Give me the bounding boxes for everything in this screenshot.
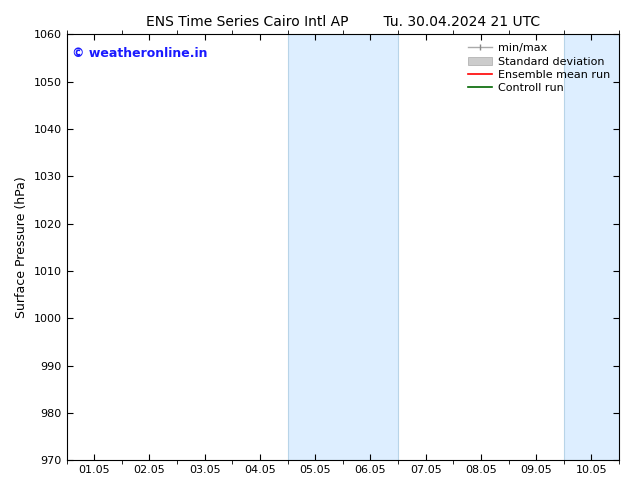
Y-axis label: Surface Pressure (hPa): Surface Pressure (hPa) — [15, 176, 28, 318]
Bar — [564, 34, 634, 460]
Bar — [288, 34, 398, 460]
Legend: min/max, Standard deviation, Ensemble mean run, Controll run: min/max, Standard deviation, Ensemble me… — [465, 40, 614, 97]
Text: © weatheronline.in: © weatheronline.in — [72, 47, 207, 60]
Title: ENS Time Series Cairo Intl AP        Tu. 30.04.2024 21 UTC: ENS Time Series Cairo Intl AP Tu. 30.04.… — [146, 15, 540, 29]
